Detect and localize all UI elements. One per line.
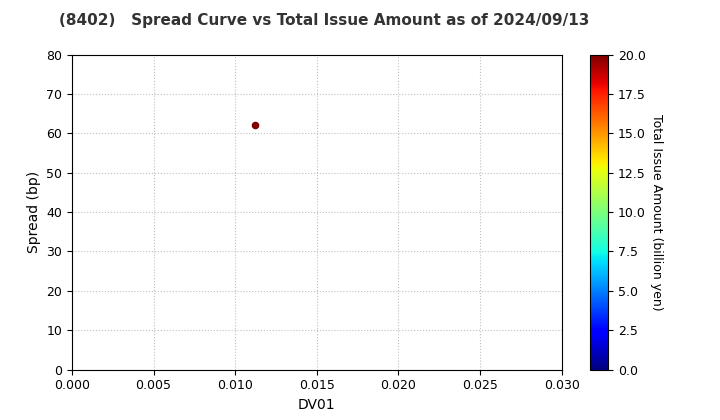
Text: (8402)   Spread Curve vs Total Issue Amount as of 2024/09/13: (8402) Spread Curve vs Total Issue Amoun… <box>59 13 589 28</box>
Y-axis label: Total Issue Amount (billion yen): Total Issue Amount (billion yen) <box>649 114 662 310</box>
Y-axis label: Spread (bp): Spread (bp) <box>27 171 41 253</box>
X-axis label: DV01: DV01 <box>298 398 336 412</box>
Point <box>249 122 261 129</box>
